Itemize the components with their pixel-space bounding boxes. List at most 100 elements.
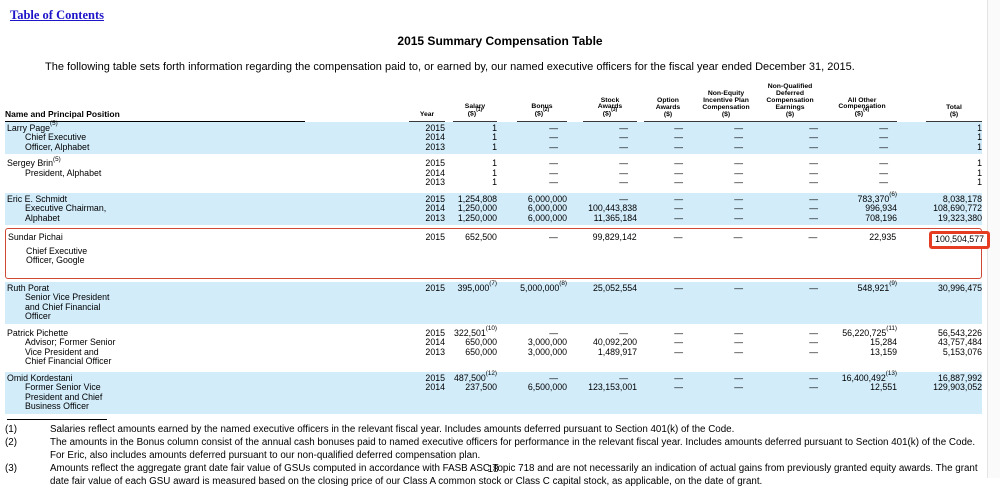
table-row: Officer, Alphabet 2013 1 — — — — — — 1: [5, 141, 982, 153]
cell-year: 2014: [425, 167, 445, 178]
cell-other: —: [879, 141, 888, 152]
cell-option: [637, 357, 692, 367]
footnote: (1) Salaries reflect amounts earned by th…: [5, 424, 978, 437]
cell-neipc: —: [734, 346, 743, 357]
table-row: Officer: [5, 312, 982, 322]
cell-option: —: [674, 212, 683, 223]
cell-other: 783,370(6): [857, 191, 897, 204]
cell-year: 2015: [425, 232, 446, 243]
cell-other: 22,935: [869, 232, 897, 243]
cell-bonus: [497, 393, 567, 403]
footnote-number: (3): [5, 463, 17, 475]
cell-salary: [445, 303, 497, 313]
cell-stock: 123,153,001: [588, 382, 637, 393]
cell-salary: [445, 312, 497, 322]
cell-option: —: [674, 158, 683, 169]
cell-bonus: —: [549, 132, 558, 143]
cell-salary: 1: [492, 122, 497, 133]
cell-year: 2013: [425, 346, 445, 357]
cell-neipc: —: [734, 122, 743, 133]
cell-neipc: —: [734, 327, 743, 338]
cell-other: 996,934: [865, 203, 897, 214]
footnote-text: Salaries reflect amounts earned by the n…: [50, 423, 735, 435]
cell-total: 5,153,076: [942, 346, 982, 357]
table-row: 2013 1 — — — — — — 1: [5, 178, 982, 188]
table-of-contents-link[interactable]: Table of Contents: [10, 8, 104, 22]
highlight-value-box: 100,504,577: [929, 231, 990, 249]
cell-total: 43,757,484: [937, 337, 982, 348]
cell-other: —: [879, 158, 888, 169]
cell-year: [380, 357, 445, 367]
cell-nqdce: —: [809, 203, 818, 214]
footnote-number: (1): [5, 423, 17, 435]
table-row: Alphabet 2013 1,250,000 6,000,000 11,365,184…: [5, 212, 982, 224]
table-row: and Chief Financial: [5, 301, 982, 313]
cell-name: Officer: [25, 311, 51, 322]
cell-nqdce: [752, 247, 827, 257]
cell-neipc: —: [734, 282, 743, 293]
cell-total: [897, 357, 982, 367]
cell-option: [637, 293, 692, 303]
cell-total: 1: [977, 122, 982, 133]
cell-stock: [567, 357, 637, 367]
cell-stock: —: [619, 372, 628, 383]
cell-option: [637, 303, 692, 313]
cell-option: —: [674, 177, 683, 188]
table-group: Eric E. Schmidt 2015 1,254,808 6,000,000— — —…: [5, 191, 982, 226]
cell-nqdce: —: [809, 158, 818, 169]
cell-nqdce: —: [809, 382, 818, 393]
cell-salary: 1,250,000: [457, 203, 497, 214]
cell-year: 2015: [425, 158, 445, 169]
cell-nqdce: —: [809, 141, 818, 152]
cell-total: [896, 256, 981, 266]
cell-nqdce: [752, 256, 827, 266]
footnote-text: The amounts in the Bonus column consist …: [50, 437, 976, 461]
cell-other: 16,400,492(13): [841, 370, 897, 383]
cell-stock: [567, 256, 637, 266]
cell-year: [380, 247, 445, 257]
cell-other: —: [879, 122, 888, 133]
cell-other: [827, 357, 897, 367]
cell-stock: 40,092,200: [592, 337, 637, 348]
cell-bonus: —: [549, 158, 558, 169]
cell-total: 56,543,226: [937, 327, 982, 338]
cell-stock: 11,365,184: [593, 212, 637, 223]
cell-stock: [567, 293, 637, 303]
cell-name: Omid Kordestani: [7, 372, 73, 383]
cell-name: Larry Page(5): [7, 120, 58, 133]
cell-name: President and Chief: [25, 391, 103, 402]
cell-salary: 1,254,808: [457, 193, 497, 204]
cell-name: Sergey Brin(5): [7, 155, 61, 169]
table-row: Vice President and 2013 650,000 3,000,000 1,…: [5, 346, 982, 358]
cell-name: and Chief Financial: [25, 301, 101, 312]
cell-year: [380, 256, 445, 266]
cell-nqdce: [752, 293, 827, 303]
footnote: (2) The amounts in the Bonus column consi…: [5, 437, 978, 462]
cell-name: Alphabet: [25, 212, 60, 223]
cell-salary: 237,500: [465, 382, 497, 393]
table-group: Ruth Porat 2015 395,000(7) 5,000,000(8) 25,0…: [5, 280, 982, 324]
column-header-name: Name and Principal Position: [5, 109, 380, 122]
cell-year: 2014: [425, 132, 445, 143]
cell-nqdce: —: [809, 193, 818, 204]
cell-bonus: 6,000,000: [527, 203, 567, 214]
cell-total: 1: [977, 167, 982, 178]
cell-neipc: —: [733, 232, 743, 243]
cell-option: —: [674, 382, 683, 393]
cell-option: [637, 393, 692, 403]
table-row: President, Alphabet 2014 1 — — — — — — 1: [5, 167, 982, 179]
cell-salary: [445, 357, 497, 367]
cell-name: Former Senior Vice: [25, 382, 101, 393]
table-row: Patrick Pichette 2015 322,501(10) — — — — — 56,2…: [5, 325, 982, 339]
cell-stock: [567, 303, 637, 313]
cell-salary: 1: [492, 141, 497, 152]
cell-year: [380, 293, 445, 303]
cell-other: 56,220,725(11): [842, 325, 897, 338]
cell-neipc: [692, 402, 752, 412]
cell-name: [5, 178, 380, 188]
cell-year: 2013: [425, 212, 445, 223]
cell-name: Patrick Pichette: [7, 327, 69, 338]
cell-bonus: —: [549, 177, 558, 188]
column-header-other: All Other Compensation ($)(4): [827, 97, 897, 122]
cell-stock: —: [619, 193, 628, 204]
